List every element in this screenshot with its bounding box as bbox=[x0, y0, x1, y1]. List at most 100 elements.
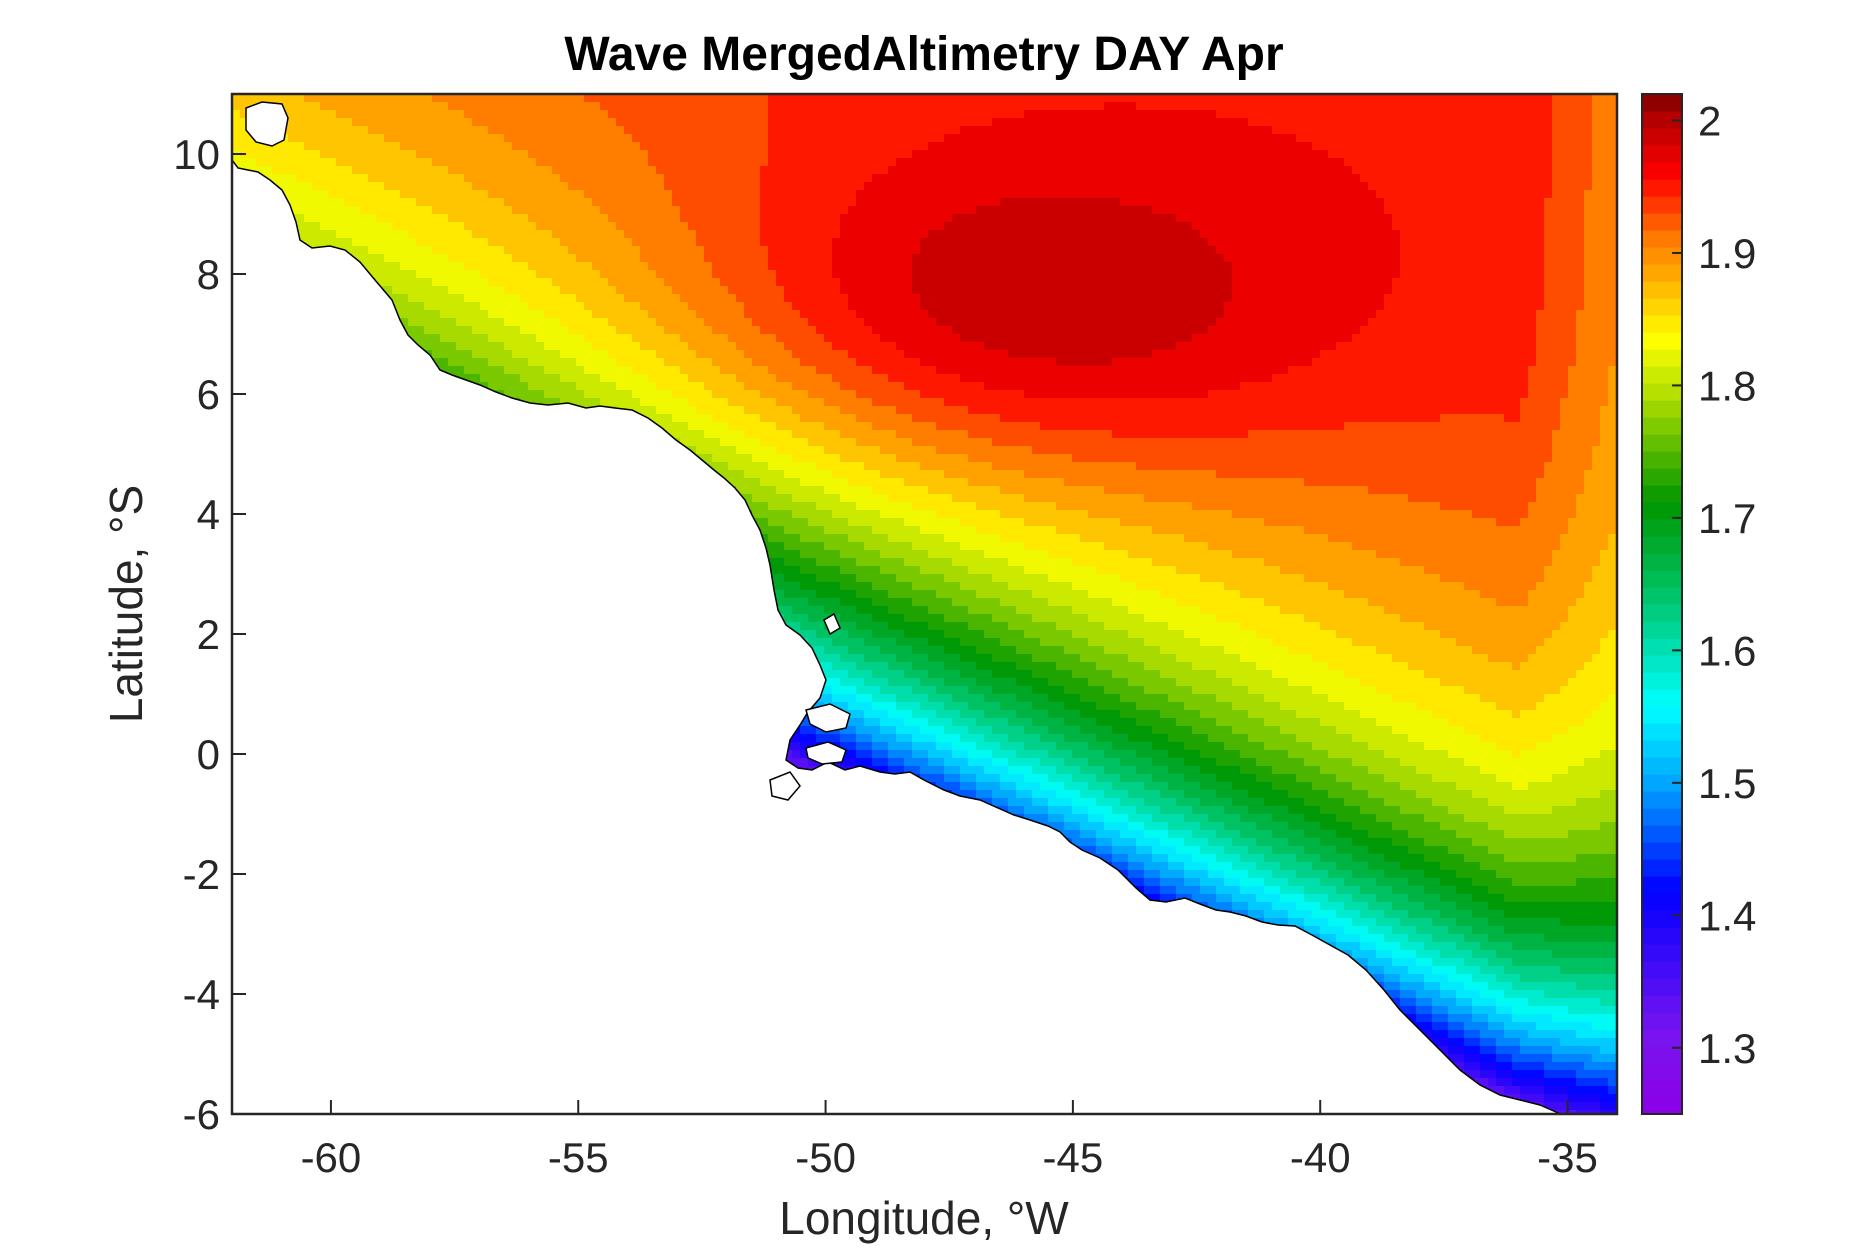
field-cell bbox=[1240, 262, 1249, 271]
field-cell bbox=[376, 182, 385, 191]
field-cell bbox=[384, 230, 393, 239]
field-cell bbox=[1536, 294, 1545, 303]
field-cell bbox=[736, 270, 745, 279]
field-cell bbox=[1568, 310, 1577, 319]
field-cell bbox=[640, 198, 649, 207]
field-cell bbox=[528, 158, 537, 167]
field-cell bbox=[1176, 230, 1185, 239]
field-cell bbox=[976, 190, 985, 199]
field-cell bbox=[1560, 102, 1569, 111]
field-cell bbox=[736, 174, 745, 183]
field-cell bbox=[696, 206, 705, 215]
field-cell bbox=[800, 222, 809, 231]
field-cell bbox=[1320, 302, 1329, 311]
field-cell bbox=[592, 150, 601, 159]
field-cell bbox=[784, 294, 793, 303]
field-cell bbox=[1440, 102, 1449, 111]
field-cell bbox=[1056, 142, 1065, 151]
field-cell bbox=[624, 190, 633, 199]
field-cell bbox=[912, 318, 921, 327]
field-cell bbox=[728, 198, 737, 207]
field-cell bbox=[1496, 174, 1505, 183]
field-cell bbox=[1464, 110, 1473, 119]
field-cell bbox=[1104, 118, 1113, 127]
field-cell bbox=[1376, 254, 1385, 263]
field-cell bbox=[560, 294, 569, 303]
field-cell bbox=[1400, 294, 1409, 303]
field-cell bbox=[528, 230, 537, 239]
field-cell bbox=[496, 310, 505, 319]
field-cell bbox=[576, 246, 585, 255]
field-cell bbox=[1376, 142, 1385, 151]
field-cell bbox=[784, 254, 793, 263]
field-cell bbox=[1232, 310, 1241, 319]
field-cell bbox=[536, 222, 545, 231]
field-cell bbox=[1496, 134, 1505, 143]
field-cell bbox=[480, 102, 489, 111]
field-cell bbox=[528, 278, 537, 287]
field-cell bbox=[1208, 310, 1217, 319]
field-cell bbox=[1392, 94, 1401, 103]
field-cell bbox=[976, 214, 985, 223]
field-cell bbox=[336, 142, 345, 151]
field-cell bbox=[1360, 230, 1369, 239]
field-cell bbox=[1512, 134, 1521, 143]
field-cell bbox=[760, 310, 769, 319]
field-cell bbox=[1144, 206, 1153, 215]
field-cell bbox=[1608, 302, 1617, 311]
field-cell bbox=[1448, 174, 1457, 183]
field-cell bbox=[720, 238, 729, 247]
field-cell bbox=[976, 126, 985, 135]
field-cell bbox=[392, 214, 401, 223]
field-cell bbox=[400, 254, 409, 263]
field-cell bbox=[1584, 118, 1593, 127]
field-cell bbox=[328, 206, 337, 215]
field-cell bbox=[432, 166, 441, 175]
field-cell bbox=[1072, 214, 1081, 223]
field-cell bbox=[424, 102, 433, 111]
field-cell bbox=[472, 286, 481, 295]
field-cell bbox=[1168, 190, 1177, 199]
field-cell bbox=[1024, 198, 1033, 207]
field-cell bbox=[688, 134, 697, 143]
field-cell bbox=[1392, 134, 1401, 143]
field-cell bbox=[1432, 94, 1441, 103]
field-cell bbox=[1216, 214, 1225, 223]
field-cell bbox=[720, 254, 729, 263]
field-cell bbox=[680, 150, 689, 159]
field-cell bbox=[1360, 126, 1369, 135]
field-cell bbox=[1104, 94, 1113, 103]
field-cell bbox=[816, 278, 825, 287]
field-cell bbox=[968, 190, 977, 199]
field-cell bbox=[768, 158, 777, 167]
field-cell bbox=[552, 262, 561, 271]
field-cell bbox=[640, 286, 649, 295]
field-cell bbox=[1224, 174, 1233, 183]
field-cell bbox=[1368, 94, 1377, 103]
field-cell bbox=[520, 102, 529, 111]
field-cell bbox=[1408, 294, 1417, 303]
field-cell bbox=[1104, 294, 1113, 303]
field-cell bbox=[632, 310, 641, 319]
field-cell bbox=[1352, 278, 1361, 287]
field-cell bbox=[1592, 94, 1601, 103]
field-cell bbox=[1496, 206, 1505, 215]
field-cell bbox=[896, 286, 905, 295]
field-cell bbox=[1352, 174, 1361, 183]
field-cell bbox=[672, 238, 681, 247]
field-cell bbox=[1272, 238, 1281, 247]
field-cell bbox=[1560, 110, 1569, 119]
field-cell bbox=[328, 94, 337, 103]
field-cell bbox=[416, 182, 425, 191]
field-cell bbox=[904, 286, 913, 295]
field-cell bbox=[384, 206, 393, 215]
field-cell bbox=[664, 206, 673, 215]
field-cell bbox=[376, 190, 385, 199]
field-cell bbox=[832, 294, 841, 303]
field-cell bbox=[616, 286, 625, 295]
field-cell bbox=[704, 110, 713, 119]
field-cell bbox=[680, 182, 689, 191]
field-cell bbox=[1096, 246, 1105, 255]
field-cell bbox=[1200, 150, 1209, 159]
field-cell bbox=[584, 142, 593, 151]
